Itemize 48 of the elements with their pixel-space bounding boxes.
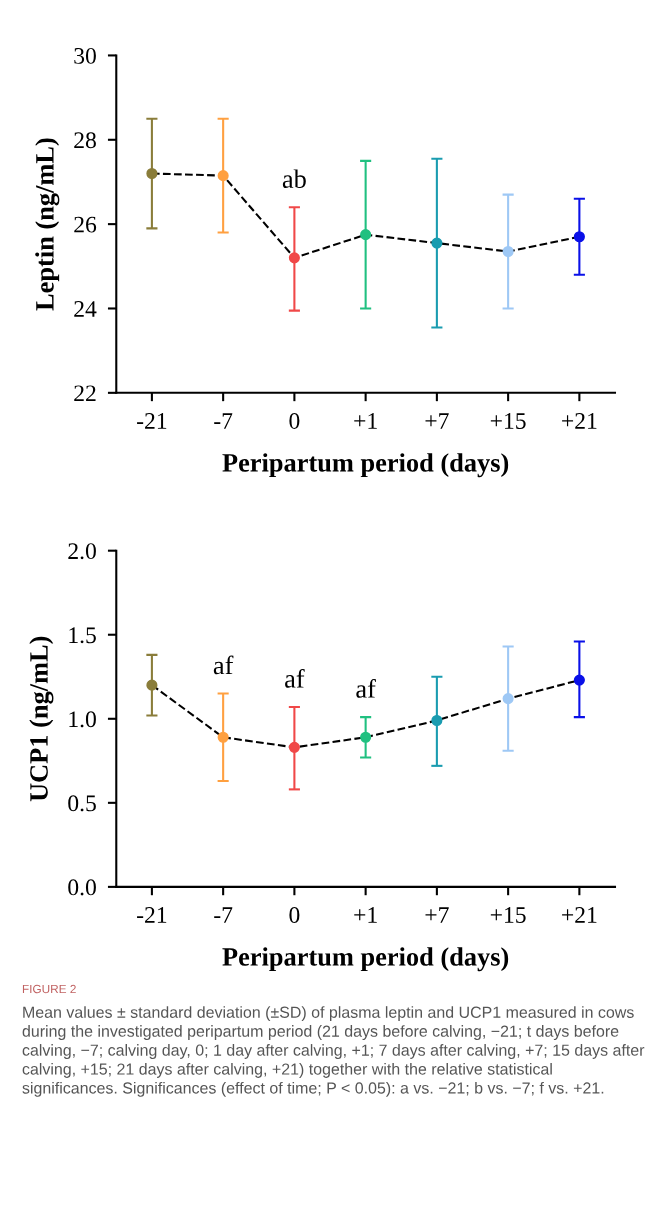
y-tick-label: 1.5 xyxy=(69,627,96,644)
y-tick-label: 22 xyxy=(74,385,96,402)
x-axis-title: Peripartum period (days) xyxy=(222,453,509,478)
x-axis-title: Peripartum period (days) xyxy=(222,947,509,972)
point xyxy=(146,679,158,691)
y-axis-title: Leptin (ng/mL) xyxy=(35,138,60,311)
y-tick-label: 0.5 xyxy=(68,795,96,812)
point xyxy=(360,229,372,241)
x-tick-label: 0 xyxy=(289,412,300,429)
caption: FIGURE 2 xyxy=(22,984,76,994)
y-tick-label: 2.0 xyxy=(68,543,96,560)
point xyxy=(146,167,158,180)
x-tick-label: +1 xyxy=(354,413,377,429)
point xyxy=(288,252,300,264)
y-tick-label: 26 xyxy=(74,216,97,233)
x-tick-label: +7 xyxy=(425,413,449,429)
x-tick-label: +1 xyxy=(354,907,377,923)
point xyxy=(360,731,372,743)
y-tick-label: 24 xyxy=(74,301,97,317)
x-tick-label: -7 xyxy=(214,907,233,923)
text: Mean values ± standard deviation (±SD) of plasma leptin and UCP1 measured in cows during the investigated peripartum period (21 days before calving, −21; t days before calving, −7; calving day, 0; 1 day after calving, +1; 7 days after calving, +7; 15 days after calving, +15; 21 days after calving, +21) together with the relative statistical significances. Significances (effect of time; P < 0.05): a vs. −21; b vs. −7; f vs. +21. xyxy=(22,1006,645,1097)
x-tick-label: +7 xyxy=(425,907,449,923)
y-tick-label: 1.0 xyxy=(69,711,96,728)
annotation: af xyxy=(213,655,234,675)
point xyxy=(573,674,585,686)
point xyxy=(573,231,585,243)
y-tick-label: 28 xyxy=(74,132,96,149)
x-tick-label: -7 xyxy=(214,413,233,429)
x-tick-label: +15 xyxy=(490,413,526,429)
x-tick-label: +21 xyxy=(562,907,597,923)
annotation: ab xyxy=(282,169,306,189)
point xyxy=(431,714,443,727)
point xyxy=(217,731,229,743)
x-tick-label: -21 xyxy=(137,413,167,429)
y-tick-label: 0.0 xyxy=(68,879,96,896)
annotation: af xyxy=(285,668,305,688)
x-tick-label: +15 xyxy=(490,907,526,923)
point xyxy=(431,237,443,249)
x-tick-label: -21 xyxy=(137,907,167,923)
point xyxy=(288,741,300,753)
y-tick-label: 30 xyxy=(74,47,96,64)
x-tick-label: +21 xyxy=(562,413,597,429)
x-tick-label: 0 xyxy=(289,907,300,923)
point xyxy=(502,693,514,705)
point xyxy=(502,245,514,258)
annotation: af xyxy=(356,679,376,698)
point xyxy=(217,170,229,182)
y-axis-title: UCP1 (ng/mL) xyxy=(29,636,54,802)
